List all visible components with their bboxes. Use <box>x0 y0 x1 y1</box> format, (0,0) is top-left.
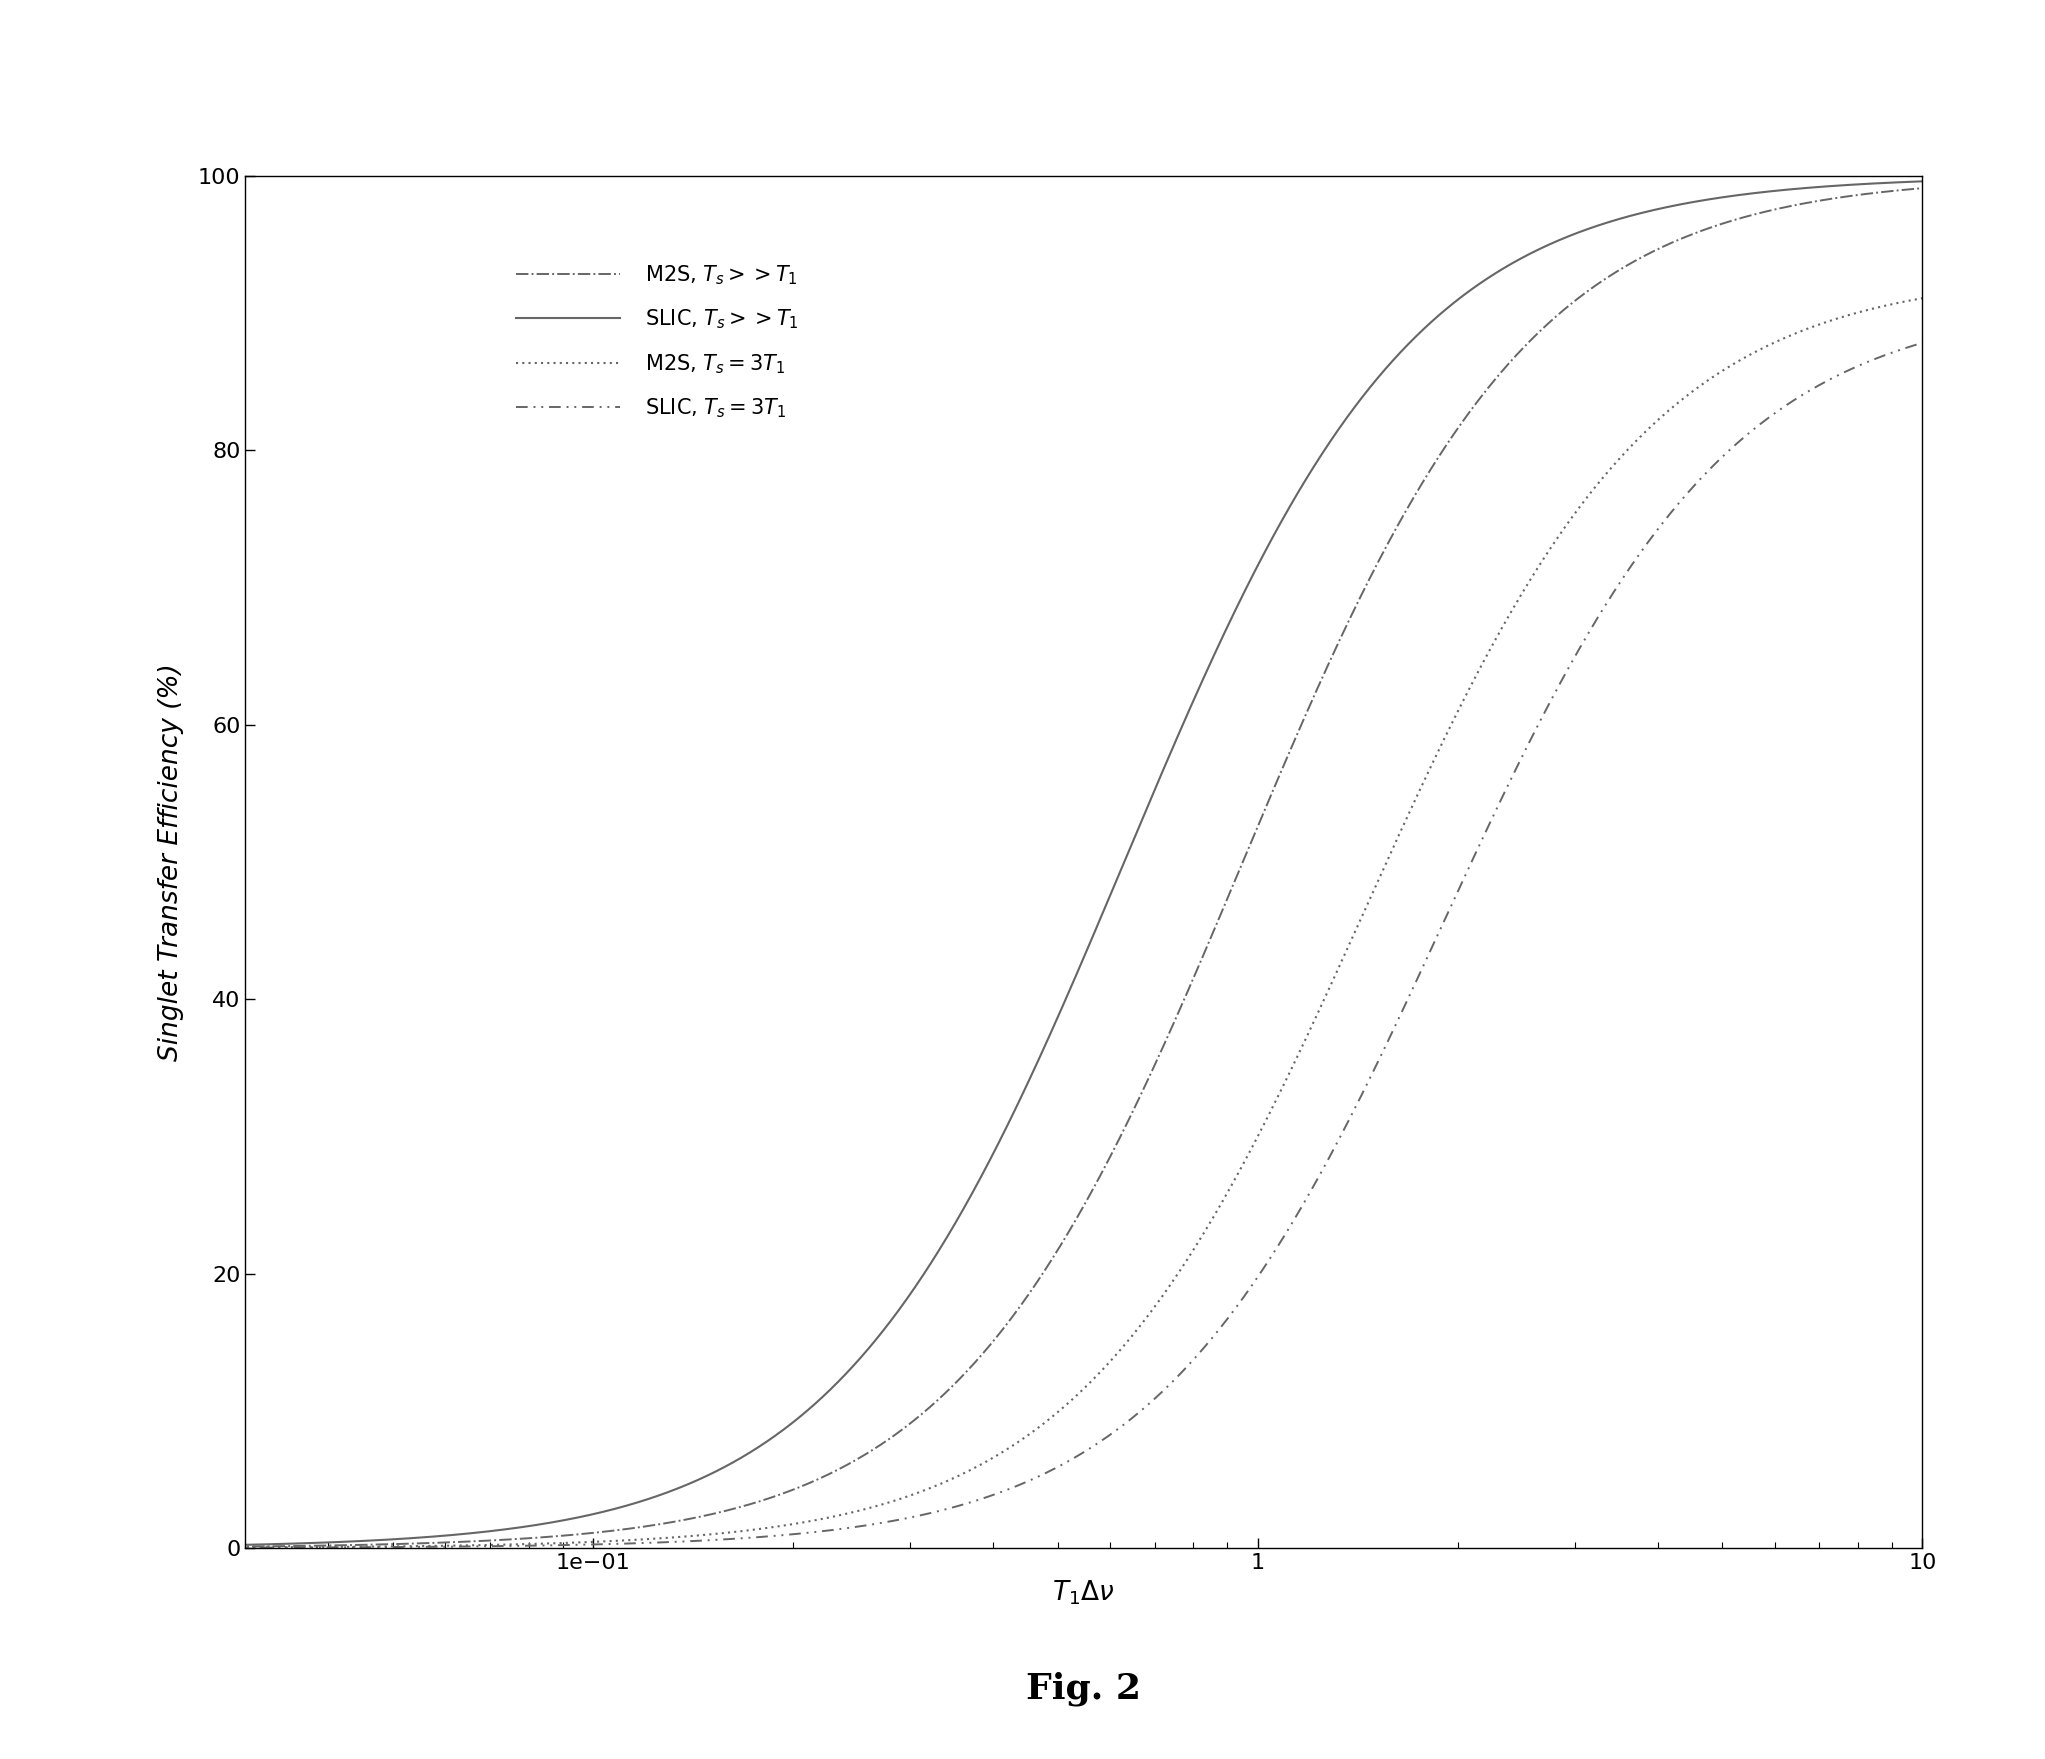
X-axis label: $T_1\Delta\nu$: $T_1\Delta\nu$ <box>1053 1578 1115 1606</box>
Y-axis label: Singlet Transfer Efficiency (%): Singlet Transfer Efficiency (%) <box>157 663 184 1061</box>
Legend: M2S, $T_s >> T_1$, SLIC, $T_s >> T_1$, M2S, $T_s = 3T_1$, SLIC, $T_s = 3T_1$: M2S, $T_s >> T_1$, SLIC, $T_s >> T_1$, M… <box>507 255 808 429</box>
Text: Fig. 2: Fig. 2 <box>1027 1671 1141 1706</box>
